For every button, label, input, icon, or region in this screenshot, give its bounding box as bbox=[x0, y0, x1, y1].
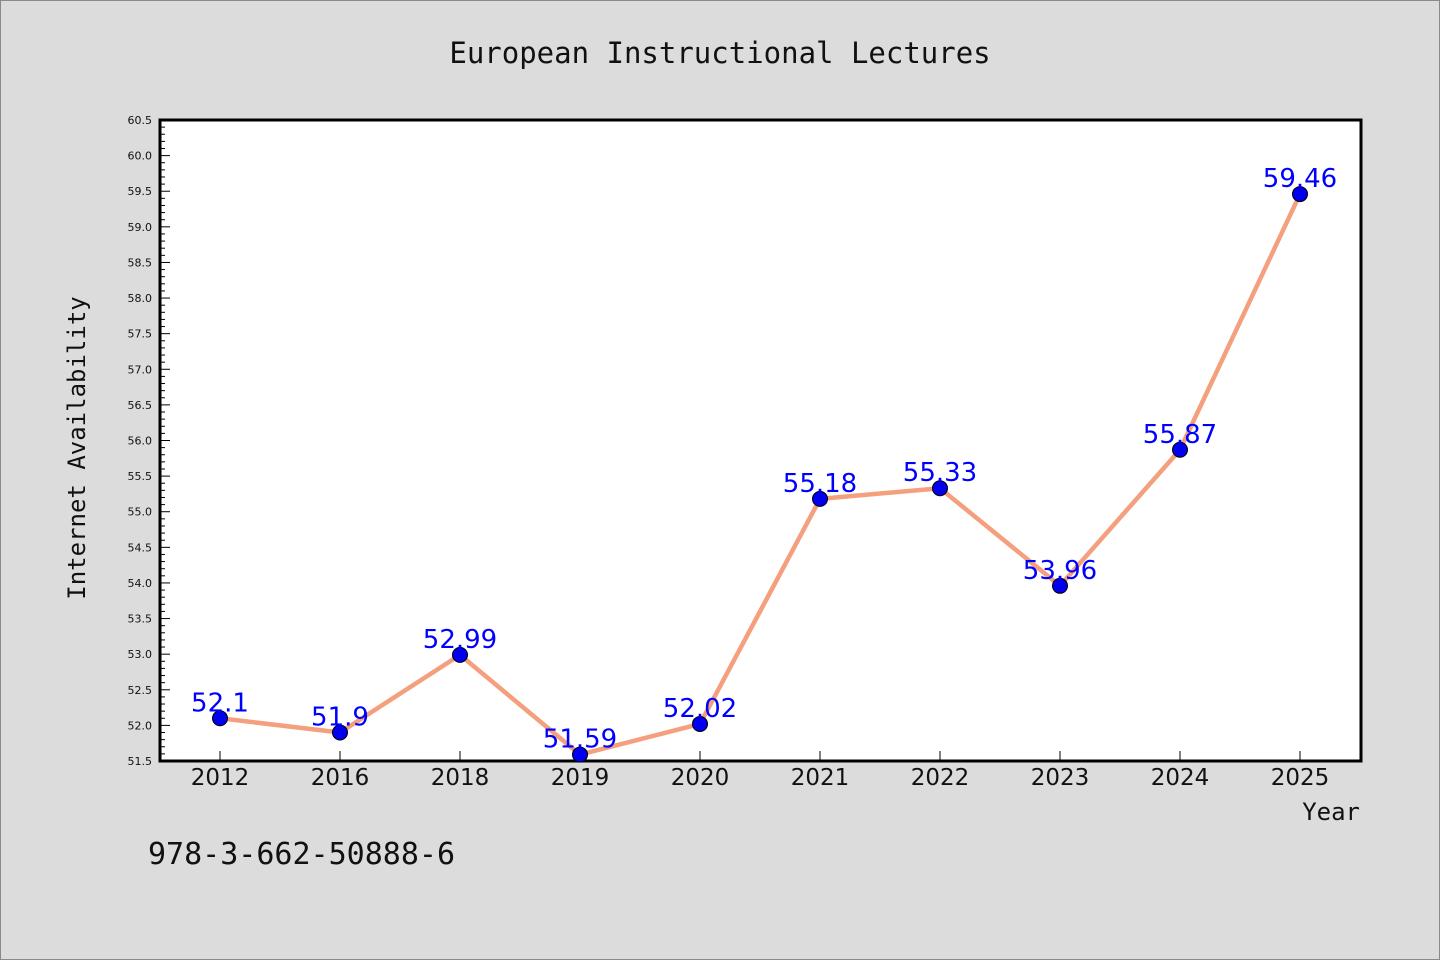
data-point bbox=[692, 715, 708, 732]
data-point bbox=[932, 480, 948, 497]
y-tick-label: 55.5 bbox=[128, 470, 153, 483]
x-axis: 2012 2016 2018 2019 2020 2021 2022 2023 2024 2025 bbox=[191, 751, 1330, 791]
data-point bbox=[212, 710, 228, 727]
data-label: 55.33 bbox=[903, 458, 977, 488]
series-line bbox=[219, 193, 1303, 757]
series-markers bbox=[212, 186, 1308, 763]
y-tick-label: 53.5 bbox=[128, 613, 153, 626]
x-tick-label: 2019 bbox=[551, 765, 610, 791]
y-tick-label: 54.0 bbox=[128, 577, 153, 590]
y-tick-label: 55.0 bbox=[128, 506, 153, 519]
x-tick-label: 2018 bbox=[431, 765, 490, 791]
y-tick-label: 60.5 bbox=[128, 114, 153, 127]
x-tick-label: 2020 bbox=[671, 765, 730, 791]
data-label: 53.96 bbox=[1023, 556, 1097, 586]
x-tick-label: 2016 bbox=[311, 765, 370, 791]
data-point bbox=[332, 724, 348, 741]
y-axis: 51.5 52.0 52.5 53.0 53.5 54.0 54.5 55.0 55.5 56.0… bbox=[128, 114, 170, 768]
y-tick-label: 60.0 bbox=[128, 150, 153, 163]
y-axis-label: Internet Availability bbox=[63, 296, 91, 599]
x-axis-label: Year bbox=[1302, 798, 1360, 826]
data-label: 51.9 bbox=[311, 703, 369, 733]
data-point bbox=[1292, 186, 1308, 203]
x-tick-label: 2024 bbox=[1151, 765, 1210, 791]
x-tick-label: 2012 bbox=[191, 765, 250, 791]
data-point bbox=[1052, 577, 1068, 594]
x-tick-label: 2021 bbox=[791, 765, 850, 791]
data-point bbox=[452, 646, 468, 663]
x-tick-label: 2025 bbox=[1271, 765, 1330, 791]
data-label: 52.99 bbox=[423, 625, 497, 655]
y-tick-label: 52.0 bbox=[128, 719, 153, 732]
data-point bbox=[812, 490, 828, 507]
y-tick-label: 52.5 bbox=[128, 684, 153, 697]
chart-title: European Instructional Lectures bbox=[449, 36, 990, 70]
y-tick-label: 59.5 bbox=[128, 185, 153, 198]
y-tick-label: 53.0 bbox=[128, 648, 153, 661]
y-tick-label: 56.0 bbox=[128, 435, 153, 448]
y-tick-label: 58.0 bbox=[128, 292, 153, 305]
y-tick-label: 51.5 bbox=[128, 755, 153, 768]
data-point bbox=[572, 746, 588, 763]
x-tick-label: 2023 bbox=[1031, 765, 1090, 791]
data-label: 52.1 bbox=[191, 688, 249, 718]
y-tick-label: 56.5 bbox=[128, 399, 153, 412]
y-tick-label: 59.0 bbox=[128, 221, 153, 234]
data-point bbox=[1172, 441, 1188, 458]
data-label: 52.02 bbox=[663, 694, 737, 724]
plot-area bbox=[158, 118, 1363, 763]
y-tick-label: 57.5 bbox=[128, 328, 153, 341]
data-label: 59.46 bbox=[1263, 164, 1337, 194]
y-tick-label: 58.5 bbox=[128, 256, 153, 269]
isbn-text: 978-3-662-50888-6 bbox=[148, 837, 455, 872]
data-label: 55.87 bbox=[1143, 420, 1217, 450]
y-tick-label: 54.5 bbox=[128, 541, 153, 554]
data-label: 55.18 bbox=[783, 469, 857, 499]
data-label: 51.59 bbox=[543, 725, 617, 755]
x-tick-label: 2022 bbox=[911, 765, 970, 791]
data-labels: 52.1 51.9 52.99 51.59 52.02 55.18 55.33 53.96 55… bbox=[191, 164, 1337, 755]
y-tick-label: 57.0 bbox=[128, 363, 153, 376]
